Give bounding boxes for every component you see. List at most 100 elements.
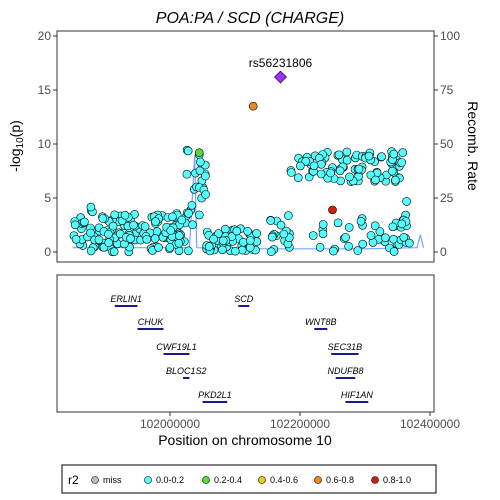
snp-point [397,219,407,229]
snp-point [266,216,276,225]
snp-point [182,169,192,179]
snp-point [184,209,193,218]
snp-point [342,155,352,165]
right-y-tick-label: 25 [440,191,454,205]
snp-point [177,215,187,225]
snp-point [246,236,255,245]
x-axis-label: Position on chromosome 10 [158,432,332,448]
snp-point [295,161,305,171]
snp-point [209,234,218,244]
snp-point [70,220,80,230]
snp-point [214,229,223,238]
snp-points-layer: rs56231806 [69,56,414,257]
snp-point [356,217,366,226]
gene-label: NDUFB8 [327,366,363,376]
left-y-tick-label: 5 [44,191,51,205]
legend-title: r2 [68,473,79,487]
snp-point [104,229,113,239]
right-y-tick-label: 75 [440,83,454,97]
snp-point [151,217,160,226]
snp-point [126,234,135,243]
snp-point [334,150,344,160]
snp-point [276,220,286,230]
x-tick-label: 102000000 [140,417,200,431]
gene-label: PKD2L1 [198,390,232,400]
snp-point [80,217,89,227]
snp-point [184,246,193,256]
snp-point [98,214,108,223]
genes-layer: ERLIN1 SCD CHUK WNT8B CWF19L1 SEC31B BLOC1S2 ND… [110,294,373,403]
ylabel-suffix: (p) [7,120,23,137]
legend-label: miss [103,475,122,485]
lead-snp-label: rs56231806 [249,56,313,70]
snp-point [231,246,240,256]
gene-panel-frame [56,274,435,413]
gene-label: CWF19L1 [156,342,197,352]
x-tick-label: 102400000 [400,417,460,431]
snp-point [318,220,328,229]
snp-point [243,227,252,236]
snp-point [232,226,242,236]
right-y-tick-label: 0 [440,245,447,259]
snp-point [391,175,400,185]
gene-label: WNT8B [305,317,337,327]
snp-point [335,166,345,176]
snp-point [402,197,411,206]
snp-point [204,242,214,251]
legend-label: 0.8-1.0 [383,475,411,485]
snp-point [221,224,230,234]
snp-point [252,229,261,238]
right-y-tick-label: 50 [440,137,454,151]
snp-point [397,158,407,167]
snp-point [187,201,197,210]
snp-point [218,245,227,255]
legend-swatch [91,476,99,484]
snp-point [315,243,325,252]
gene-label: SEC31B [328,342,363,352]
snp-point [279,229,289,239]
legend-label: 0.4-0.6 [270,475,298,485]
snp-point [398,148,408,157]
snp-point [86,228,95,238]
snp-point [293,173,303,182]
snp-point [345,172,354,182]
ylabel-base: 10 [15,137,26,149]
snp-point [154,243,163,252]
snp-point [120,210,130,220]
snp-point [196,157,205,167]
snp-point [266,247,276,256]
snp-point [375,227,385,236]
snp-point [344,242,353,251]
snp-point [381,233,390,242]
left-y-tick-label: 15 [38,83,52,97]
chart-title: POA:PA / SCD (CHARGE) [156,10,344,27]
right-y-axis-label: Recomb. Rate [465,101,481,191]
gene-label: ERLIN1 [110,294,142,304]
snp-point [129,220,138,230]
snp-point [94,235,104,245]
gene-label: SCD [234,294,254,304]
left-y-axis-label: -log10(p) [7,120,26,172]
snp-point [309,161,319,171]
snp-point [239,237,248,247]
snp-point [366,231,376,240]
snp-point [140,222,150,231]
snp-point [286,168,296,177]
snp-point [201,190,210,199]
snp-point [316,160,326,169]
snp-point [218,236,228,246]
left-y-tick-label: 0 [44,245,51,259]
snp-point [326,168,335,178]
legend-label: 0.6-0.8 [326,475,354,485]
snp-point [353,246,363,255]
legend-label: 0.2-0.4 [214,475,242,485]
gene-label: CHUK [138,317,164,327]
snp-point [371,175,380,185]
snp-point [267,232,277,242]
snp-point [333,218,343,228]
snp-point [344,223,354,232]
snp-point [329,246,338,256]
snp-point [174,238,184,248]
snp-point [188,220,197,229]
